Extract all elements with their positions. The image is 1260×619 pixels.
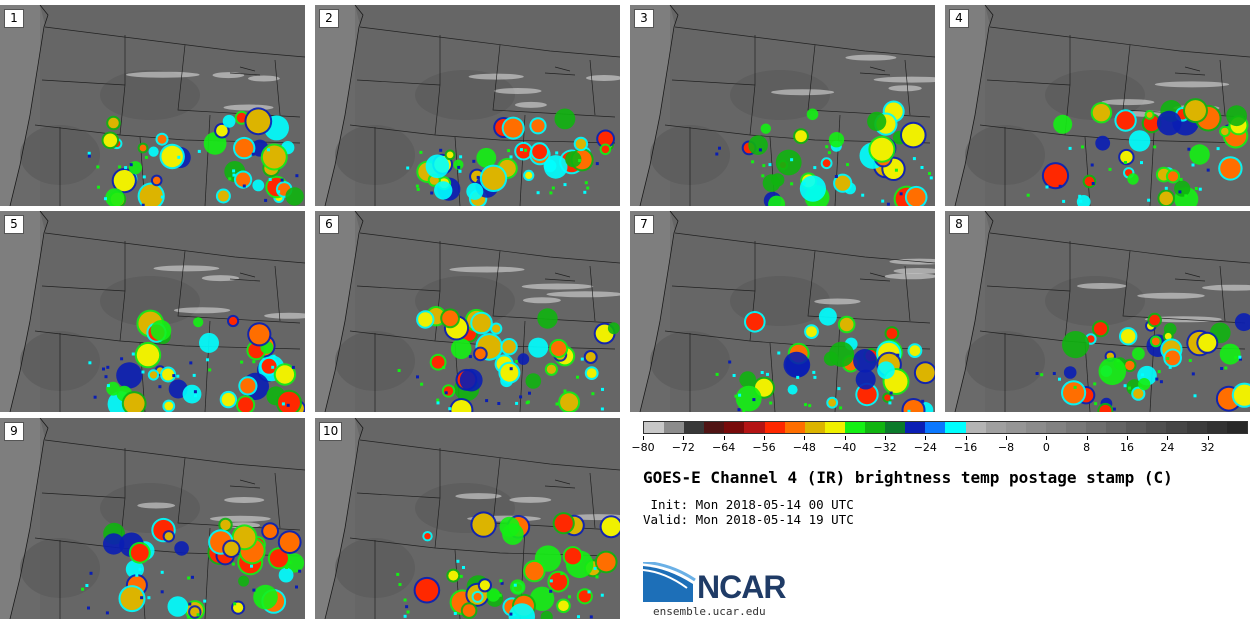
colorbar-swatch bbox=[945, 422, 966, 433]
colorbar-swatch bbox=[644, 422, 665, 433]
colorbar-swatch bbox=[704, 422, 725, 433]
colorbar-swatch bbox=[724, 422, 745, 433]
colorbar-tick-label: −8 bbox=[997, 441, 1015, 454]
colorbar-tick bbox=[643, 436, 644, 440]
satellite-map bbox=[315, 211, 620, 412]
colorbar-swatch bbox=[1086, 422, 1107, 433]
colorbar-swatch bbox=[885, 422, 906, 433]
colorbar-tick bbox=[1167, 436, 1169, 440]
colorbar-swatch bbox=[1005, 422, 1026, 433]
colorbar-tick bbox=[804, 436, 806, 440]
panel-number-label: 3 bbox=[634, 9, 654, 28]
colorbar-tick bbox=[1046, 436, 1048, 440]
colorbar-tick-label: −64 bbox=[712, 441, 736, 454]
colorbar-tick-label: −56 bbox=[752, 441, 776, 454]
colorbar-swatch bbox=[1226, 422, 1247, 433]
valid-time: Valid: Mon 2018-05-14 19 UTC bbox=[643, 512, 854, 527]
colorbar-swatch bbox=[965, 422, 986, 433]
colorbar-ticks: −80 −72 −64 −56 −48 −40 −32 −24 −16 −8 0 8 16 24 32 bbox=[631, 436, 1248, 454]
panel-number-label: 7 bbox=[634, 215, 654, 234]
colorbar-swatch bbox=[804, 422, 825, 433]
ensemble-member-panel: 2 bbox=[315, 5, 620, 206]
colorbar-swatch bbox=[1025, 422, 1046, 433]
colorbar-tick bbox=[683, 436, 685, 440]
figure-title: GOES-E Channel 4 (IR) brightness temp po… bbox=[643, 468, 1173, 487]
colorbar-swatch bbox=[664, 422, 685, 433]
logo-url: ensemble.ucar.edu bbox=[653, 605, 766, 618]
colorbar-swatch bbox=[1146, 422, 1167, 433]
panel-number-label: 2 bbox=[319, 9, 339, 28]
temperature-colorbar bbox=[643, 421, 1248, 434]
colorbar-tick-label: −16 bbox=[954, 441, 978, 454]
colorbar-swatch bbox=[1186, 422, 1207, 433]
ensemble-member-panel: 8 bbox=[945, 211, 1250, 412]
colorbar-tick bbox=[1006, 436, 1007, 440]
ensemble-member-panel: 5 bbox=[0, 211, 305, 412]
satellite-map bbox=[315, 5, 620, 206]
panel-number-label: 5 bbox=[4, 215, 24, 234]
colorbar-swatch bbox=[824, 422, 845, 433]
colorbar-tick bbox=[965, 436, 967, 440]
ensemble-member-panel: 9 bbox=[0, 418, 305, 619]
ensemble-member-panel: 10 bbox=[315, 418, 620, 619]
colorbar-tick-label: 8 bbox=[1083, 441, 1091, 454]
colorbar-tick bbox=[925, 436, 927, 440]
colorbar-tick bbox=[764, 436, 765, 440]
colorbar-tick-label: 16 bbox=[1120, 441, 1134, 454]
colorbar-tick bbox=[844, 436, 846, 440]
colorbar-tick bbox=[1127, 436, 1128, 440]
panel-number-label: 6 bbox=[319, 215, 339, 234]
colorbar-swatch bbox=[1065, 422, 1087, 433]
colorbar-tick-label: −24 bbox=[913, 441, 937, 454]
colorbar-tick bbox=[723, 436, 725, 440]
colorbar-swatch bbox=[844, 422, 866, 433]
ensemble-member-panel: 6 bbox=[315, 211, 620, 412]
panel-number-label: 9 bbox=[4, 422, 24, 441]
colorbar-swatch bbox=[1106, 422, 1127, 433]
colorbar-swatch bbox=[784, 422, 805, 433]
colorbar-tick-label: 0 bbox=[1042, 441, 1050, 454]
colorbar-swatch bbox=[684, 422, 705, 433]
ncar-logo-text: NCAR bbox=[697, 569, 786, 605]
panel-number-label: 10 bbox=[319, 422, 343, 441]
colorbar-tick-label: −48 bbox=[792, 441, 816, 454]
satellite-map bbox=[630, 211, 935, 412]
colorbar-tick-label: −80 bbox=[631, 441, 655, 454]
panel-number-label: 1 bbox=[4, 9, 24, 28]
satellite-map bbox=[945, 5, 1250, 206]
colorbar-tick-label: 24 bbox=[1160, 441, 1175, 454]
ensemble-member-panel: 7 bbox=[630, 211, 935, 412]
colorbar-tick bbox=[1207, 436, 1209, 440]
satellite-map bbox=[315, 418, 620, 619]
satellite-map bbox=[945, 211, 1250, 412]
satellite-map bbox=[0, 5, 305, 206]
ncar-logo-icon bbox=[643, 562, 696, 602]
colorbar-tick bbox=[885, 436, 886, 440]
colorbar-swatch bbox=[905, 422, 926, 433]
colorbar-tick-label: 32 bbox=[1200, 441, 1215, 454]
colorbar-swatch bbox=[1045, 422, 1066, 433]
colorbar-tick bbox=[1086, 436, 1088, 440]
colorbar-swatch bbox=[925, 422, 946, 433]
colorbar-swatch bbox=[1206, 422, 1227, 433]
colorbar-tick-label: −40 bbox=[833, 441, 857, 454]
colorbar-tick-label: −72 bbox=[671, 441, 695, 454]
panel-number-label: 4 bbox=[949, 9, 969, 28]
colorbar-swatch bbox=[1166, 422, 1187, 433]
satellite-map bbox=[0, 418, 305, 619]
colorbar-swatch bbox=[865, 422, 886, 433]
colorbar-tick-label: −32 bbox=[873, 441, 897, 454]
colorbar-swatch bbox=[985, 422, 1006, 433]
ensemble-member-panel: 3 bbox=[630, 5, 935, 206]
panel-number-label: 8 bbox=[949, 215, 969, 234]
ensemble-member-panel: 4 bbox=[945, 5, 1250, 206]
colorbar-swatch bbox=[764, 422, 785, 433]
colorbar-swatch bbox=[1126, 422, 1147, 433]
colorbar-swatch bbox=[744, 422, 765, 433]
ensemble-member-panel: 1 bbox=[0, 5, 305, 206]
satellite-map bbox=[630, 5, 935, 206]
satellite-map bbox=[0, 211, 305, 412]
init-time: Init: Mon 2018-05-14 00 UTC bbox=[643, 497, 854, 512]
